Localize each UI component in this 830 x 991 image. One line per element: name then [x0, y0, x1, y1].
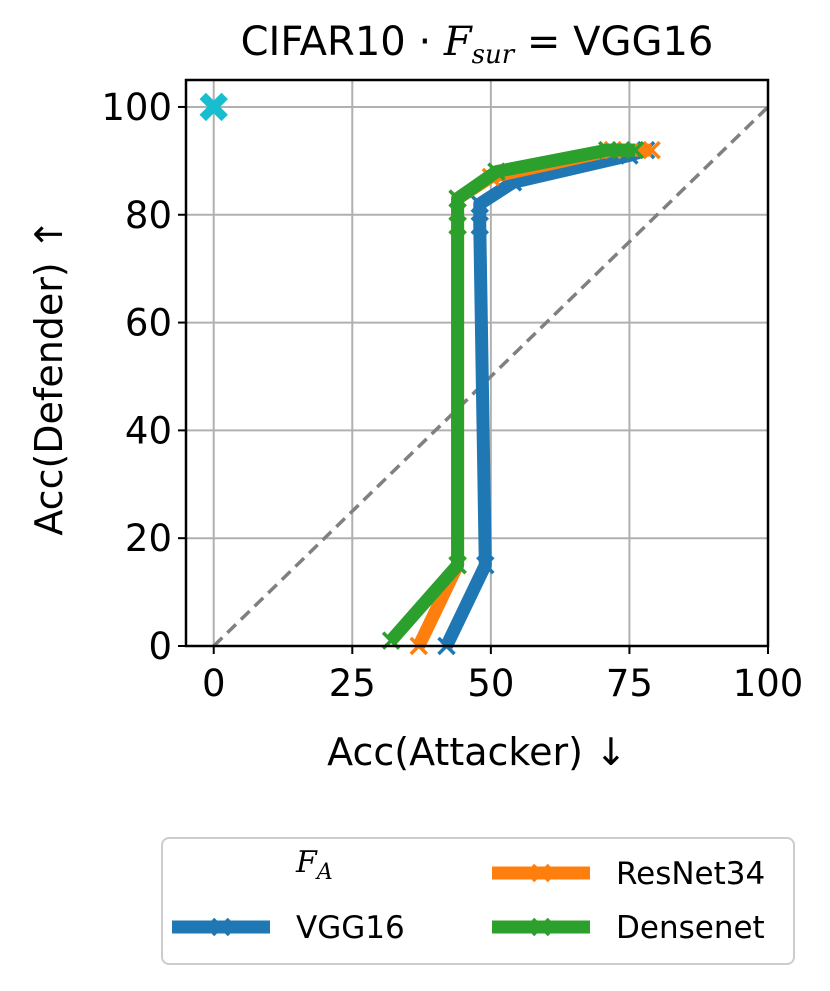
legend-label-vgg16: VGG16	[296, 910, 405, 946]
y-tick-label: 80	[125, 194, 172, 237]
legend-marker-vgg16	[211, 917, 231, 937]
y-tick-label: 20	[125, 517, 172, 560]
plot-frame	[184, 78, 770, 648]
y-tick-label: 0	[148, 625, 172, 668]
data-point-vgg16	[470, 216, 490, 235]
legend-marker-resnet34	[531, 863, 551, 883]
x-tick-label: 50	[467, 662, 514, 705]
data-point-densenet	[598, 140, 617, 160]
x-tick-label: 0	[202, 662, 226, 705]
data-point-vgg16	[476, 555, 495, 575]
series-lines	[381, 140, 661, 656]
y-tick-label: 40	[125, 409, 172, 452]
chart-title: CIFAR10 · Fsur = VGG16	[241, 19, 714, 70]
data-point-densenet	[448, 216, 467, 235]
x-axis-label: Acc(Attacker) ↓	[327, 730, 627, 774]
series-line-densenet	[386, 143, 635, 645]
legend-label-densenet: Densenet	[616, 910, 765, 946]
reference-point-group	[199, 92, 228, 122]
data-point-vgg16	[470, 194, 490, 214]
data-point-densenet	[448, 555, 467, 575]
x-tick-label: 100	[733, 662, 804, 705]
data-point-densenet	[487, 162, 506, 181]
legend-title: FA	[295, 845, 333, 885]
legend-marker-densenet	[531, 917, 551, 937]
data-point-densenet	[625, 140, 645, 160]
data-point-resnet34	[642, 140, 661, 160]
legend-box	[161, 837, 795, 965]
diagonal-reference-line	[212, 105, 770, 648]
x-tick-label: 75	[606, 662, 653, 705]
legend: FA VGG16 ResNet34 Densenet	[161, 837, 795, 965]
x-tick-label: 25	[329, 662, 376, 705]
y-tick-label: 60	[125, 302, 172, 345]
legend-label-resnet34: ResNet34	[616, 856, 765, 892]
axis-ticks: 0 25 50 75 100 0 20 40 60 80 100	[101, 86, 803, 705]
y-tick-label: 100	[101, 86, 172, 129]
reference-point-marker	[199, 92, 228, 122]
y-axis-label: Acc(Defender) ↑	[27, 218, 71, 535]
diagonal-line	[212, 105, 770, 648]
data-point-densenet	[448, 189, 467, 208]
